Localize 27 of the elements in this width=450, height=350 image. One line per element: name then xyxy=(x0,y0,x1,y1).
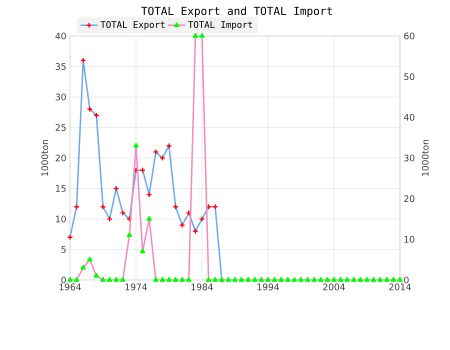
x-tick-label: 1974 xyxy=(126,284,147,290)
y-tick-label: 25 xyxy=(56,124,66,131)
chart-title: TOTAL Export and TOTAL Import xyxy=(141,6,332,18)
y-tick-label: 40 xyxy=(55,32,66,40)
y2-tick-label: 60 xyxy=(404,32,414,40)
y2-tick-label: 30 xyxy=(404,154,414,162)
y-tick-label: 30 xyxy=(56,94,66,100)
legend-label: TOTAL Import xyxy=(188,21,252,30)
y2-tick-label: 0 xyxy=(404,276,409,284)
x-tick-label: 1984 xyxy=(192,284,213,290)
y2-tick-label: 20 xyxy=(404,195,414,202)
y-tick-label: 35 xyxy=(56,63,66,70)
x-tick-label: 1994 xyxy=(258,284,279,290)
x-tick-label: 2014 xyxy=(389,284,411,290)
x-tick-label: 1964 xyxy=(60,284,81,290)
y-tick-label: 0 xyxy=(61,276,66,284)
y2-tick-label: 10 xyxy=(404,236,414,243)
y-tick-label: 5 xyxy=(61,246,66,253)
y-tick-label: 20 xyxy=(56,154,66,162)
y2-axis-title: 1000ton xyxy=(422,140,429,176)
y2-tick-label: 40 xyxy=(404,114,414,121)
y-tick-label: 15 xyxy=(56,185,66,192)
y2-tick-label: 50 xyxy=(404,73,414,80)
legend-label: TOTAL Export xyxy=(100,21,165,30)
y-tick-label: 10 xyxy=(56,216,66,222)
y-axis-title: 1000ton xyxy=(41,140,48,176)
x-tick-label: 2004 xyxy=(323,284,345,290)
